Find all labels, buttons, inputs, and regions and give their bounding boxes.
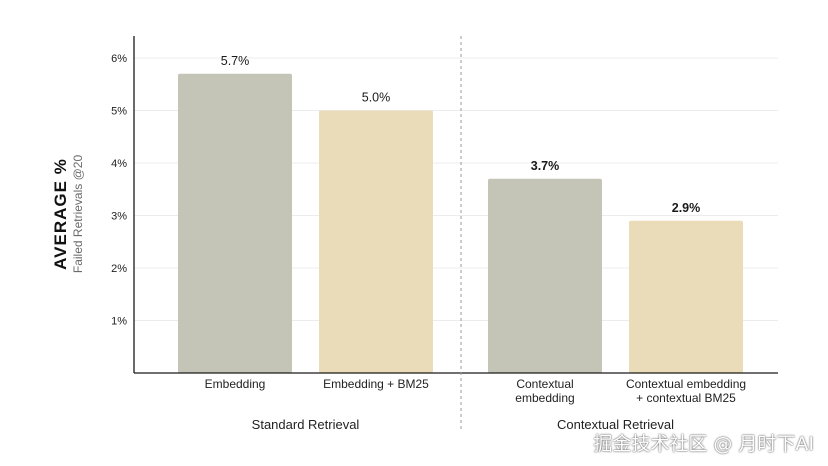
y-axis-title: AVERAGE % [51,158,70,270]
y-tick-label: 2% [111,263,127,275]
y-tick-label: 1% [111,316,127,328]
bars: 5.7% 5.0% 3.7% 2.9% [178,54,743,373]
y-axis-subtitle: Failed Retrievals @20 [71,155,85,274]
y-axis-ticks: 1% 2% 3% 4% 5% 6% [111,53,127,328]
data-label: 5.0% [362,91,391,105]
data-label: 3.7% [531,159,560,173]
bar [319,110,433,373]
group-label: Contextual Retrieval [557,417,674,432]
group-labels: Standard Retrieval Contextual Retrieval [252,417,674,432]
data-label: 5.7% [221,54,250,68]
bar [178,73,292,373]
x-tick-label: Contextual embedding [515,377,574,405]
x-tick-label: Embedding [205,377,266,391]
watermark: 掘金技术社区 @ 月时下AI [593,433,814,455]
group-label: Standard Retrieval [252,417,360,432]
y-tick-label: 6% [111,53,127,65]
data-label: 2.9% [672,201,701,215]
bar [488,178,602,373]
x-tick-label: Embedding + BM25 [323,377,429,391]
x-tick-label: Contextual embedding + contextual BM25 [626,377,746,405]
y-tick-label: 4% [111,158,127,170]
y-tick-label: 3% [111,211,127,223]
bar [629,220,743,373]
axes [133,36,778,432]
y-tick-label: 5% [111,106,127,118]
x-axis-labels: Embedding Embedding + BM25 Contextual embed… [205,377,746,405]
